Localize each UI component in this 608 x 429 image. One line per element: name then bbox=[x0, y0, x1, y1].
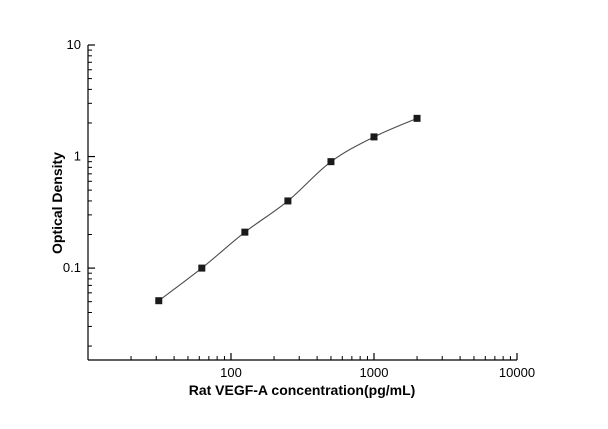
standard-curve-line bbox=[158, 117, 418, 302]
x-tick-label: 100 bbox=[220, 365, 242, 380]
y-axis-title: Optical Density bbox=[49, 152, 65, 254]
y-tick-label: 0.1 bbox=[63, 260, 81, 275]
y-tick-label: 1 bbox=[74, 149, 81, 164]
y-tick-label: 10 bbox=[67, 37, 81, 52]
data-point-marker bbox=[241, 228, 249, 236]
data-point-marker bbox=[284, 197, 292, 205]
x-tick-label: 10000 bbox=[499, 365, 535, 380]
data-point-marker bbox=[155, 297, 163, 305]
x-tick-label: 1000 bbox=[360, 365, 389, 380]
data-point-marker bbox=[413, 114, 421, 122]
data-point-marker bbox=[198, 264, 206, 272]
x-axis-title: Rat VEGF-A concentration(pg/mL) bbox=[188, 382, 416, 398]
data-point-marker bbox=[327, 158, 335, 166]
data-point-marker bbox=[370, 133, 378, 141]
